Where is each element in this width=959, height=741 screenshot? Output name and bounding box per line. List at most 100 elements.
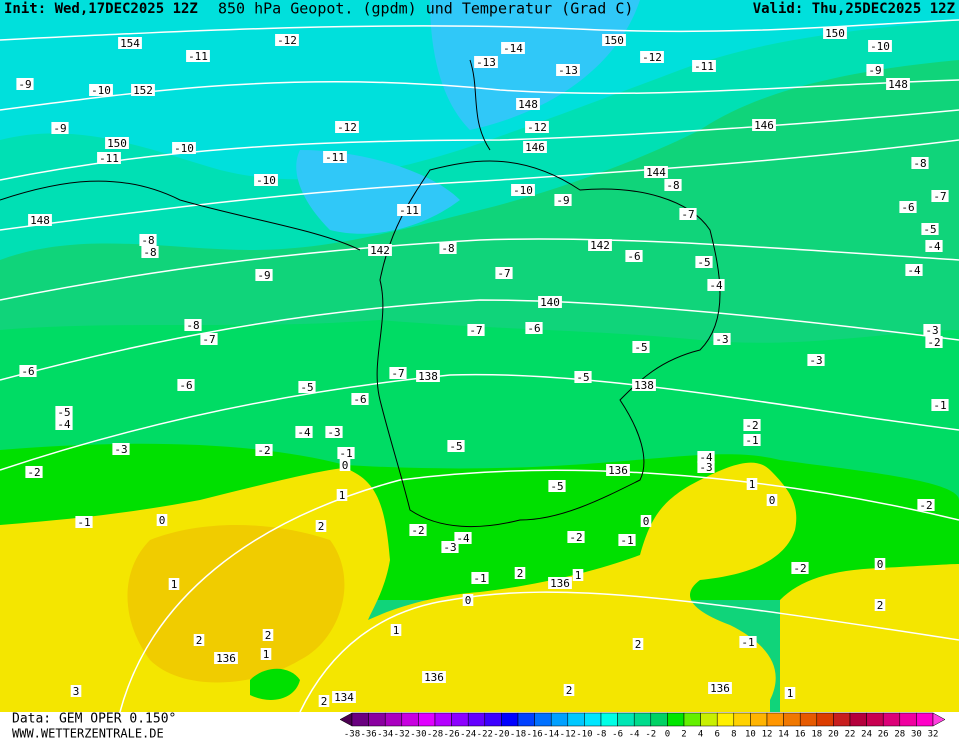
temperature-label-box	[262, 629, 274, 641]
temperature-label: 1	[393, 624, 400, 637]
geopotential-label: 138	[418, 370, 438, 383]
temperature-label-box	[318, 695, 330, 707]
geopotential-label: 142	[590, 239, 610, 252]
legend-label: 10	[745, 730, 756, 740]
temperature-label-box	[874, 599, 886, 611]
geopotential-label-box	[708, 682, 732, 694]
temperature-label: -5	[300, 381, 313, 394]
geopotential-label-box	[523, 141, 547, 153]
legend-label: 28	[894, 730, 905, 740]
legend-label: -22	[477, 730, 493, 740]
temperature-label-box	[917, 499, 935, 511]
temperature-label-box	[156, 514, 168, 526]
warm-region	[780, 564, 959, 712]
temperature-label: -2	[569, 531, 582, 544]
temperature-label: -4	[456, 532, 470, 545]
temperature-label: 1	[171, 578, 178, 591]
temperature-label-box	[697, 451, 715, 463]
legend-swatch	[882, 712, 901, 727]
geopotential-label: 148	[518, 98, 538, 111]
geopotential-label: 148	[888, 78, 908, 91]
temperature-label: -6	[527, 322, 540, 335]
temperature-label: 0	[342, 459, 349, 472]
temperature-label: -10	[870, 40, 890, 53]
temperature-label-box	[868, 40, 892, 52]
temperature-label-box	[255, 444, 273, 456]
temperature-label-box	[351, 393, 369, 405]
temperature-label: -9	[556, 194, 569, 207]
temperature-label: -12	[337, 121, 357, 134]
temperature-label: 1	[575, 569, 582, 582]
geopotential-label-box	[606, 464, 630, 476]
temperature-label-box	[664, 179, 682, 191]
temperature-label-box	[640, 51, 664, 63]
geopotential-label-box	[886, 78, 910, 90]
temperature-label-box	[625, 250, 643, 262]
temperature-label-box	[439, 242, 457, 254]
legend-arrow	[932, 712, 946, 727]
temperature-label-box	[791, 562, 809, 574]
temperature-label-box	[554, 194, 572, 206]
temperature-label: -10	[513, 184, 533, 197]
temperature-label: -1	[741, 636, 754, 649]
temperature-label-box	[200, 333, 218, 345]
temperature-label: 2	[635, 638, 642, 651]
legend-swatch	[783, 712, 801, 727]
temperature-label: 2	[318, 520, 325, 533]
legend-swatch	[384, 712, 403, 727]
legend-swatch	[916, 712, 934, 727]
legend-label: 4	[698, 730, 703, 740]
temperature-label-box	[874, 558, 886, 570]
temperature-label-box	[168, 578, 180, 590]
legend-label: 14	[778, 730, 789, 740]
temperature-label: 0	[159, 514, 166, 527]
temperature-label-box	[567, 531, 585, 543]
legend-label: -18	[510, 730, 526, 740]
temperature-label-box	[925, 240, 943, 252]
temperature-label: 2	[321, 695, 328, 708]
legend-swatch	[501, 712, 519, 727]
map-labels: 154 152 150 148 142 140 138 138 136 136 136 136 136 1…	[16, 27, 949, 708]
legend-swatch	[683, 712, 701, 727]
geopotential-label: 148	[30, 214, 50, 227]
temperature-label-box	[866, 64, 884, 76]
legend-label: -20	[493, 730, 509, 740]
temperature-label-box	[55, 418, 73, 430]
temperature-label: -8	[666, 179, 679, 192]
temperature-label: -3	[114, 443, 127, 456]
temperature-label: -8	[141, 234, 154, 247]
temperature-label: -12	[527, 121, 547, 134]
temperature-label: -5	[57, 406, 70, 419]
temperature-label: 0	[769, 494, 776, 507]
legend-label: -30	[410, 730, 426, 740]
legend-swatch	[467, 712, 486, 727]
temperature-label-box	[618, 534, 636, 546]
temperature-label: -2	[27, 466, 40, 479]
temperature-label-box	[697, 461, 715, 473]
legend-swatch	[899, 712, 917, 727]
geopotential-label: 152	[133, 84, 153, 97]
temperature-label: 1	[263, 648, 270, 661]
mild-region	[250, 668, 300, 700]
temperature-label-box	[139, 234, 157, 246]
temperature-label-box	[511, 184, 535, 196]
temperature-label: -10	[174, 142, 194, 155]
temperature-label-box	[474, 56, 498, 68]
legend-label: 22	[845, 730, 856, 740]
map-title: 850 hPa Geopot. (gpdm) und Temperatur (G…	[218, 0, 633, 18]
legend-swatch	[584, 712, 602, 727]
temperature-label-box	[337, 447, 355, 459]
legend-label: -14	[543, 730, 559, 740]
temperature-label-box	[743, 419, 761, 431]
legend-label: -38	[344, 730, 360, 740]
temperature-label: -13	[558, 64, 578, 77]
temperature-label: -9	[53, 122, 66, 135]
legend-swatch	[517, 712, 535, 727]
temperature-label-box	[713, 333, 731, 345]
legend-swatch	[368, 712, 386, 727]
temperature-label-box	[441, 541, 459, 553]
temperature-label-box	[931, 190, 949, 202]
legend-label: 24	[861, 730, 872, 740]
temperature-label: 2	[265, 629, 272, 642]
temperature-label: -11	[399, 204, 419, 217]
